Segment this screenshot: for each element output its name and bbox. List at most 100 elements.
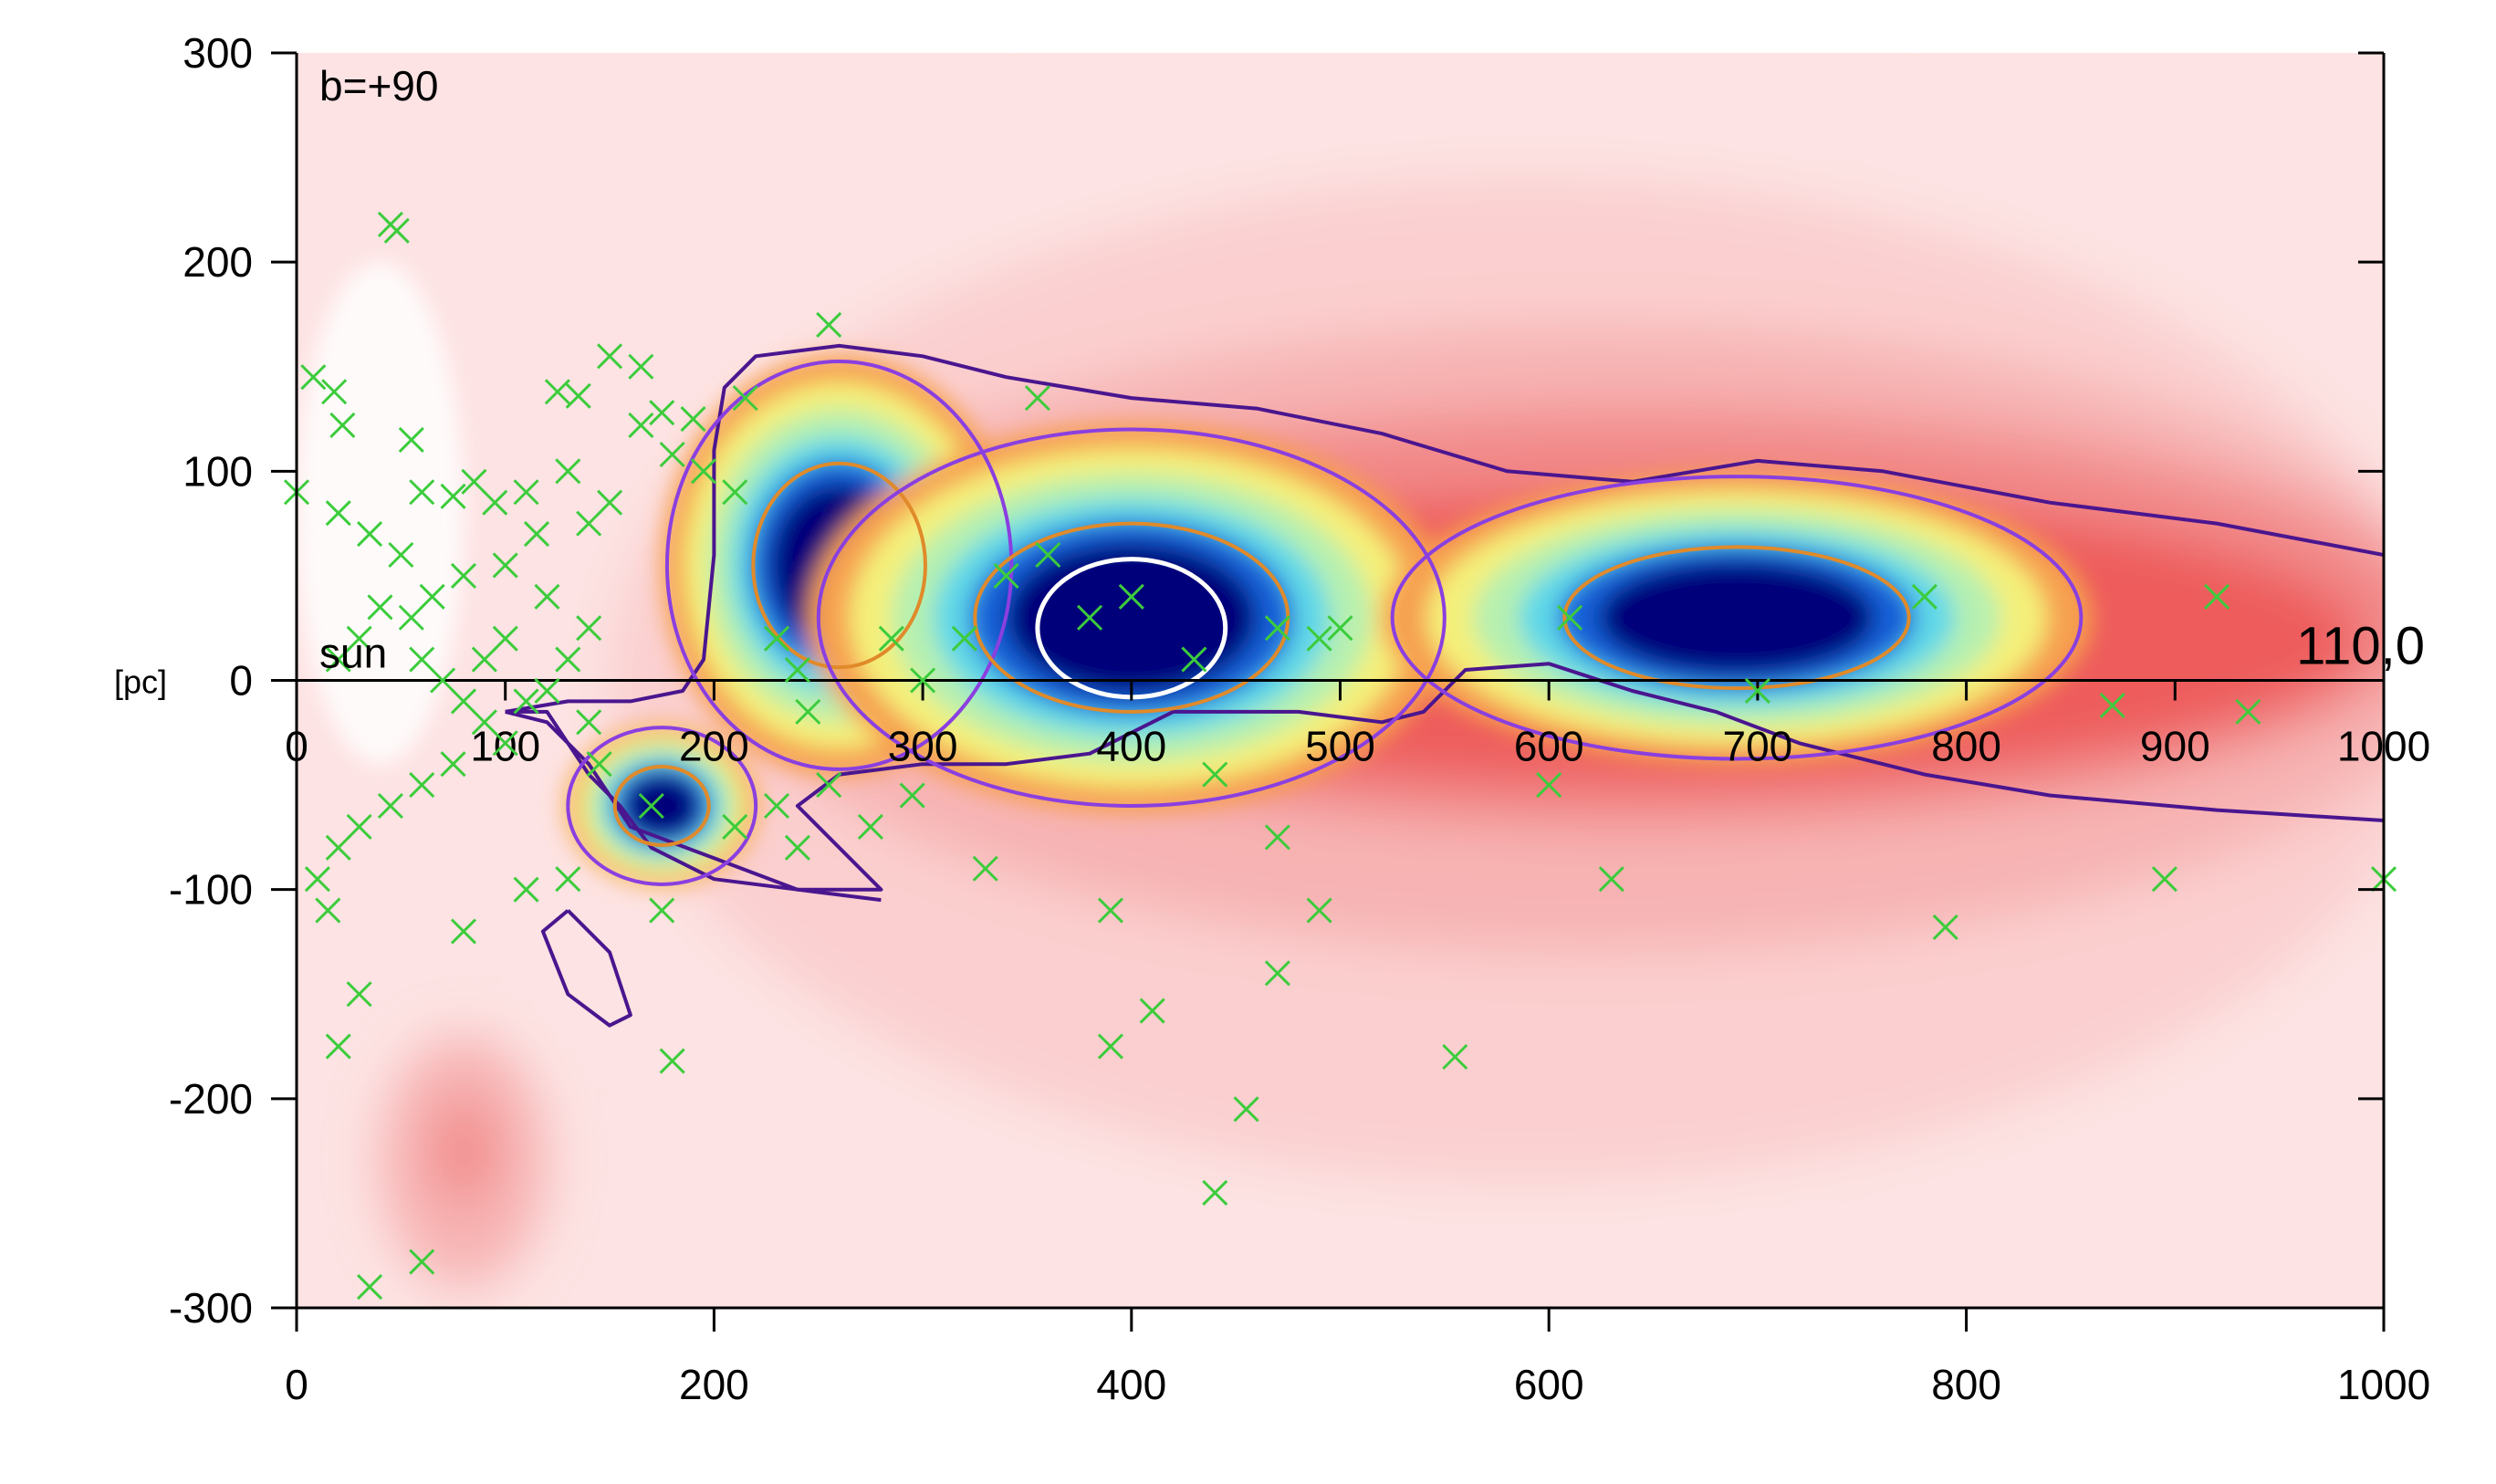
y-tick-label--100: -100 — [169, 866, 253, 914]
y-tick-label-200: 200 — [183, 238, 253, 286]
star-marker — [763, 625, 790, 652]
star-marker — [325, 646, 351, 673]
star-marker — [1139, 998, 1165, 1024]
star-marker — [398, 604, 424, 631]
axis-ticks: -300 -200 -100 0 100 200 300 0 200 400 600 800 1000 — [169, 29, 2430, 1408]
star-marker — [2151, 866, 2177, 893]
sun-label: sun — [319, 630, 387, 677]
star-marker — [659, 441, 685, 468]
inner-tick-label-100: 100 — [470, 723, 540, 770]
star-marker — [1024, 385, 1050, 412]
clump-175-ring-5 — [624, 774, 700, 838]
star-marker — [492, 625, 518, 652]
low-density-region — [297, 262, 464, 765]
star-marker — [1118, 583, 1144, 610]
star-marker — [377, 792, 403, 820]
star-marker — [857, 813, 883, 840]
star-marker — [383, 217, 410, 244]
star-marker — [513, 876, 539, 903]
star-marker — [680, 405, 706, 433]
star-marker — [346, 625, 372, 652]
star-marker — [659, 1048, 685, 1074]
star-marker — [300, 364, 327, 391]
core-260-contour-inner — [751, 461, 927, 670]
star-marker — [1202, 761, 1228, 788]
y-tick-label-0: 0 — [229, 657, 253, 705]
star-marker — [2235, 698, 2261, 725]
star-marker — [482, 489, 508, 516]
core-260-contour-mid — [664, 360, 1014, 771]
star-marker — [409, 479, 435, 506]
star-marker — [878, 625, 904, 652]
star-marker — [816, 311, 842, 338]
inner-tick-label-300: 300 — [888, 723, 958, 770]
x-tick-label-400: 400 — [1096, 1361, 1166, 1408]
annotations: b=+90 sun [pc] 110,0 — [114, 62, 2425, 701]
star-marker — [649, 897, 675, 924]
star-marker — [2203, 583, 2230, 610]
star-marker — [513, 479, 539, 506]
star-marker — [534, 677, 560, 705]
star-marker — [450, 562, 477, 589]
direction-label: 110,0 — [2296, 617, 2425, 676]
star-marker — [450, 688, 477, 715]
star-marker — [555, 866, 581, 893]
star-marker — [1202, 1179, 1228, 1207]
star-marker — [1233, 1096, 1259, 1123]
star-marker — [763, 792, 790, 820]
star-marker — [534, 583, 560, 610]
star-marker — [576, 510, 602, 537]
star-marker — [1306, 625, 1332, 652]
star-marker — [690, 458, 717, 485]
core-700-contour-inner — [1562, 545, 1911, 691]
star-marker — [784, 656, 810, 684]
inner-tick-label-400: 400 — [1096, 723, 1166, 770]
star-marker — [628, 353, 654, 380]
x-tick-label-0: 0 — [285, 1361, 308, 1408]
x-tick-label-600: 600 — [1514, 1361, 1584, 1408]
inner-tick-label-500: 500 — [1305, 723, 1375, 770]
star-marker — [1536, 772, 1562, 799]
core-400-contour-mid — [816, 427, 1446, 808]
y-tick-label--300: -300 — [169, 1284, 253, 1332]
star-marker — [471, 646, 497, 673]
latitude-label: b=+90 — [319, 62, 438, 110]
star-marker — [1744, 677, 1770, 705]
star-marker — [951, 625, 977, 652]
star-marker — [816, 772, 842, 799]
star-marker — [732, 385, 758, 412]
star-marker — [523, 521, 550, 548]
star-marker — [638, 792, 664, 820]
star-marker — [1181, 646, 1207, 673]
star-marker — [356, 1274, 383, 1301]
inner-tick-label-800: 800 — [1931, 723, 2001, 770]
star-marker — [346, 813, 372, 840]
star-marker — [1097, 1033, 1123, 1060]
star-marker — [356, 521, 383, 548]
star-marker — [544, 379, 570, 405]
star-marker — [1097, 897, 1123, 924]
clump-175-contour-mid — [566, 726, 758, 886]
star-marker — [722, 813, 748, 840]
star-marker — [910, 667, 936, 694]
star-markers — [283, 211, 2397, 1301]
y-tick-label--200: -200 — [169, 1075, 253, 1123]
star-marker — [450, 918, 477, 945]
core-700-contour-mid — [1390, 475, 2083, 761]
inner-tick-label-700: 700 — [1723, 723, 1793, 770]
star-marker — [440, 483, 466, 509]
star-marker — [321, 379, 348, 405]
star-marker — [596, 343, 623, 370]
x-tick-label-800: 800 — [1931, 1361, 2001, 1408]
star-marker — [586, 751, 612, 778]
star-marker — [1264, 615, 1290, 642]
star-marker — [1932, 914, 1958, 940]
star-marker — [649, 400, 675, 426]
star-marker — [325, 1033, 351, 1060]
y-tick-label-300: 300 — [183, 29, 253, 77]
contour-lines — [505, 343, 2384, 1028]
inner-tick-label-600: 600 — [1514, 723, 1584, 770]
star-marker — [596, 489, 623, 516]
star-marker — [993, 562, 1019, 589]
